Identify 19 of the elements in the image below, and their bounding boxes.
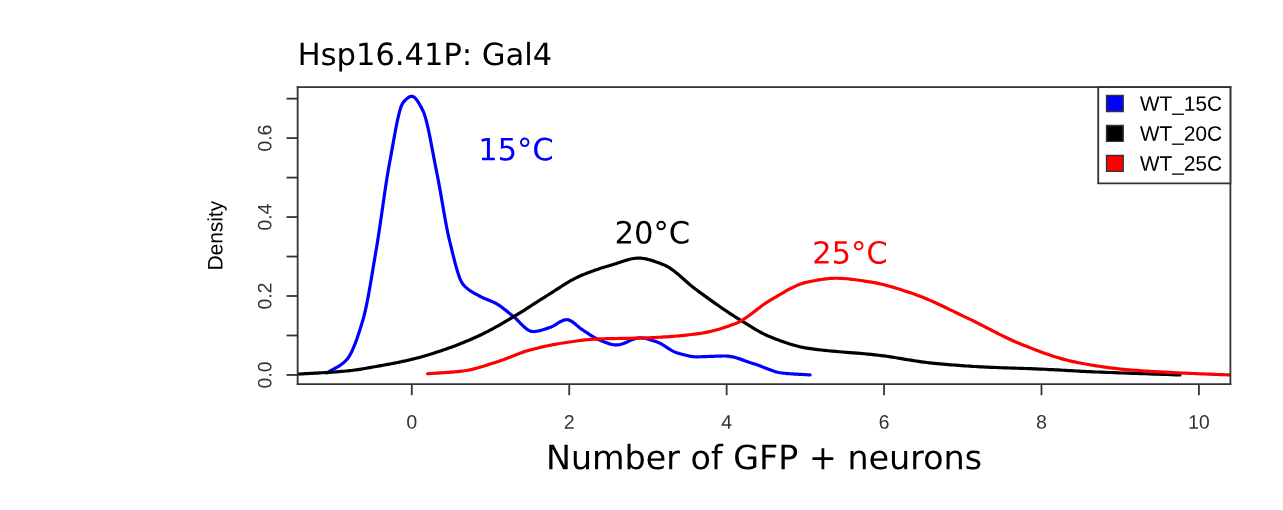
legend-label: WT_15C [1139,96,1222,115]
x-tick-label: 0 [407,415,417,429]
legend-label: WT_20C [1139,126,1222,145]
legend-label: WT_25C [1139,156,1222,175]
x-tick-label: 6 [879,415,889,429]
x-tick-label: 4 [721,415,732,429]
x-axis-title: Number of GFP + neurons [549,443,981,470]
x-tick-label: 10 [1189,415,1209,429]
annotation: 25°C [814,240,887,264]
y-tick-label: 0.4 [257,204,272,230]
chart-title: Hsp16.41P: Gal4 [300,41,551,72]
annotation: 20°C [616,220,689,244]
y-tick-label: 0.2 [257,283,272,309]
x-tick-label: 2 [564,415,574,429]
y-tick-label: 0.6 [257,125,272,151]
y-axis-title: Density [207,200,227,269]
annotation: 15°C [481,137,553,161]
x-tick-label: 8 [1036,415,1047,429]
y-tick-label: 0.0 [257,362,272,388]
